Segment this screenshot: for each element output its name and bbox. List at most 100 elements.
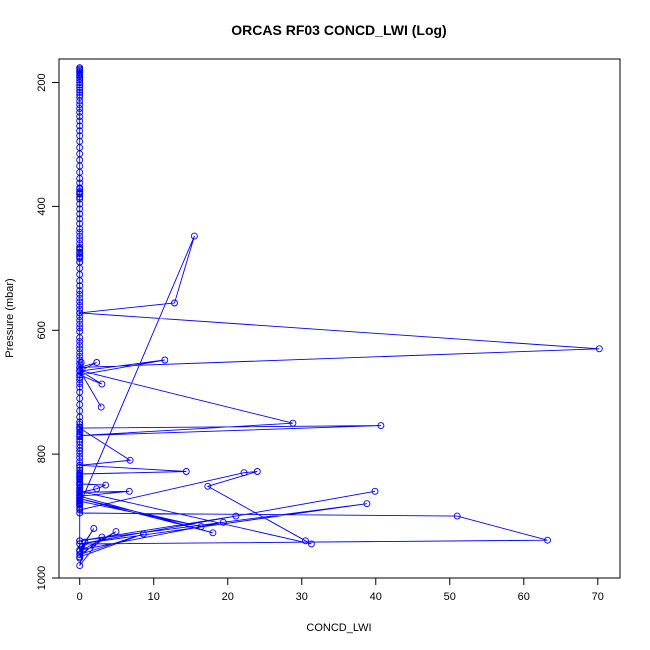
- data-point: [76, 383, 84, 391]
- data-point: [307, 540, 315, 548]
- data-point: [102, 481, 110, 489]
- data-point: [76, 93, 84, 101]
- data-point: [76, 435, 84, 443]
- data-point: [76, 195, 84, 203]
- data-point: [76, 424, 84, 432]
- data-point: [76, 97, 84, 105]
- data-point: [371, 487, 379, 495]
- data-point: [76, 282, 84, 290]
- data-point: [81, 538, 89, 546]
- data-point: [544, 536, 551, 544]
- data-point: [76, 509, 84, 517]
- x-tick-label: 10: [148, 591, 160, 603]
- data-point: [76, 298, 84, 306]
- data-point: [76, 117, 84, 125]
- data-point: [77, 359, 85, 366]
- data-point: [76, 334, 84, 342]
- data-point: [76, 470, 84, 478]
- data-point: [76, 461, 84, 469]
- data-point: [76, 546, 84, 554]
- data-point: [204, 482, 212, 490]
- data-point: [76, 190, 84, 198]
- x-tick-label: 70: [592, 591, 604, 603]
- data-point: [76, 537, 84, 545]
- data-point: [190, 232, 198, 240]
- data-point: [76, 185, 84, 193]
- data-point: [76, 337, 84, 345]
- data-point: [76, 551, 84, 558]
- data-point: [76, 360, 84, 368]
- data-point: [126, 456, 134, 464]
- x-tick-label: 60: [518, 591, 530, 603]
- data-point: [76, 225, 84, 233]
- data-point: [76, 363, 84, 371]
- data-point: [76, 108, 84, 116]
- data-point: [98, 380, 106, 388]
- data-point: [595, 345, 603, 353]
- data-point: [76, 74, 84, 82]
- data-point: [76, 420, 84, 428]
- data-point: [161, 356, 169, 364]
- x-tick-label: 40: [370, 591, 382, 603]
- data-point: [76, 86, 84, 94]
- data-point: [76, 290, 84, 298]
- y-tick-label: 400: [36, 197, 48, 215]
- data-point: [76, 81, 84, 89]
- y-tick-label: 800: [36, 445, 48, 463]
- data-point: [76, 500, 84, 508]
- data-point: [76, 562, 84, 570]
- data-point: [76, 236, 84, 244]
- data-point: [209, 529, 217, 537]
- x-tick-label: 50: [444, 591, 456, 603]
- data-point: [171, 299, 178, 307]
- data-point: [253, 468, 261, 475]
- data-point: [76, 305, 84, 313]
- data-series: [76, 64, 603, 570]
- data-point: [197, 523, 205, 531]
- data-point: [76, 232, 84, 240]
- data-point: [76, 88, 84, 96]
- x-tick-label: 20: [222, 591, 234, 603]
- data-point: [76, 324, 84, 332]
- data-point: [76, 215, 84, 223]
- data-point: [76, 367, 84, 374]
- data-point: [302, 537, 309, 545]
- data-point: [76, 505, 84, 513]
- data-point: [76, 376, 84, 384]
- data-point: [97, 403, 105, 411]
- data-point: [76, 454, 84, 462]
- data-point: [76, 480, 84, 488]
- data-point: [139, 530, 147, 538]
- data-point: [76, 246, 84, 254]
- data-point: [219, 518, 227, 526]
- data-point: [232, 512, 240, 520]
- data-point: [76, 79, 84, 86]
- x-axis: 0 10 20 30 40 50 60 70: [77, 577, 604, 603]
- data-point: [76, 175, 84, 182]
- data-point: [76, 210, 84, 218]
- data-point: [76, 349, 84, 357]
- data-point: [76, 122, 84, 130]
- data-point: [289, 419, 297, 427]
- y-tick-label: 1000: [36, 566, 48, 590]
- data-point: [76, 341, 84, 349]
- data-point: [76, 277, 84, 285]
- data-point: [76, 554, 84, 562]
- data-point: [76, 302, 84, 309]
- data-point: [76, 287, 84, 295]
- data-point: [76, 345, 84, 353]
- data-point: [76, 127, 84, 135]
- data-point: [125, 487, 133, 495]
- data-point: [76, 352, 84, 360]
- data-point: [76, 76, 84, 84]
- data-point: [76, 492, 84, 500]
- data-point: [112, 528, 120, 536]
- data-point: [76, 432, 84, 440]
- data-point: [93, 359, 101, 366]
- data-point: [76, 253, 84, 261]
- chart-title: ORCAS RF03 CONCD_LWI (Log): [231, 22, 446, 38]
- data-point: [76, 113, 84, 121]
- series-line: [78, 67, 600, 566]
- y-axis-label: Pressure (mbar): [4, 278, 16, 357]
